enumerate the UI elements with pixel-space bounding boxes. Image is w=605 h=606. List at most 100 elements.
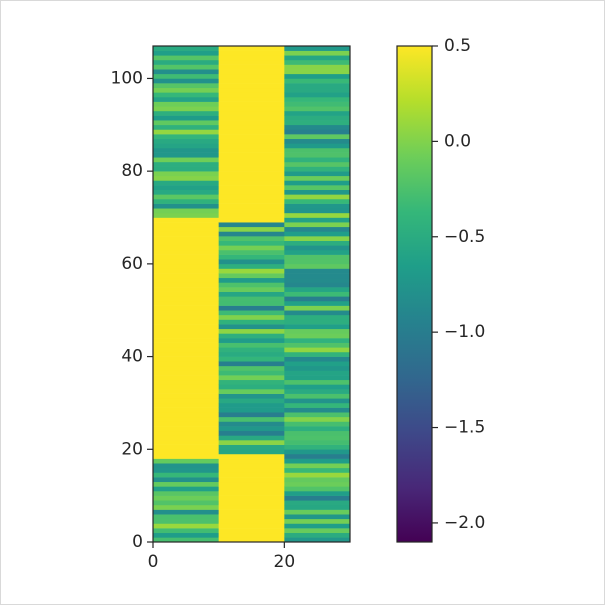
heatmap-cell (284, 467, 351, 473)
heatmap-cell (284, 370, 351, 376)
heatmap-cell (284, 92, 351, 98)
heatmap-cell (218, 92, 285, 98)
heatmap-cell (218, 166, 285, 172)
heatmap-cell (284, 171, 351, 177)
heatmap-cell (284, 110, 351, 116)
heatmap-cell (218, 287, 285, 292)
colorbar-tick-label: 0.5 (444, 36, 471, 56)
heatmap-cell (284, 134, 351, 140)
heatmap-cell (284, 495, 351, 501)
heatmap-cell (153, 338, 219, 343)
heatmap-cell (218, 305, 285, 311)
heatmap-cell (284, 273, 351, 279)
heatmap-cell (218, 152, 285, 158)
heatmap-cell (153, 287, 219, 292)
heatmap-cell (218, 472, 285, 478)
heatmap-cell (284, 185, 351, 191)
heatmap-cell (153, 282, 219, 288)
heatmap-cell (153, 59, 219, 65)
heatmap-cell (284, 263, 351, 269)
heatmap-cell (153, 458, 219, 464)
heatmap-cell (284, 129, 351, 135)
heatmap-cell (284, 305, 351, 311)
heatmap-cell (284, 347, 351, 353)
heatmap-cell (218, 115, 285, 121)
heatmap-cell (284, 300, 351, 306)
heatmap-cell (284, 333, 351, 339)
heatmap-cell (218, 129, 285, 135)
heatmap-cell (218, 175, 285, 181)
heatmap-cell (153, 69, 219, 75)
heatmap-cell (218, 375, 285, 381)
heatmap-cell (218, 310, 285, 316)
heatmap-cell (218, 217, 285, 223)
heatmap-cell (218, 518, 285, 524)
heatmap-cell (153, 310, 219, 316)
heatmap-cell (153, 504, 219, 510)
y-tick-label: 0 (132, 532, 143, 552)
heatmap-cell (153, 212, 219, 218)
heatmap-cell (284, 254, 351, 260)
heatmap-cell (284, 222, 351, 228)
heatmap-cell (284, 59, 351, 65)
heatmap-cell (284, 393, 351, 399)
heatmap-cell (153, 416, 219, 422)
heatmap-cell (284, 166, 351, 172)
heatmap-cell (153, 259, 219, 265)
heatmap-cell (218, 435, 285, 441)
heatmap-cell (218, 161, 285, 167)
heatmap-cell (218, 245, 285, 251)
heatmap-cell (218, 458, 285, 464)
heatmap-cell (153, 314, 219, 320)
heatmap-cell (284, 277, 351, 283)
heatmap-cell (218, 249, 285, 255)
heatmap-cell (284, 504, 351, 510)
y-axis: 0 20 40 60 80 100 (111, 68, 153, 552)
y-tick-label: 40 (121, 347, 143, 367)
heatmap-cell (284, 78, 351, 84)
heatmap-cell (218, 467, 285, 473)
heatmap-cell (284, 87, 351, 93)
heatmap-cell (218, 491, 285, 496)
heatmap-cell (284, 463, 351, 469)
heatmap-cell (153, 92, 219, 98)
heatmap-cell (284, 514, 351, 520)
heatmap-cell (284, 101, 351, 107)
heatmap-cell (284, 161, 351, 167)
heatmap-cell (284, 83, 351, 89)
heatmap-cell (218, 347, 285, 353)
colorbar-gradient (397, 46, 432, 542)
heatmap-cell (218, 421, 285, 427)
heatmap-cell (153, 421, 219, 427)
heatmap-cell (218, 328, 285, 334)
heatmap-cell (218, 370, 285, 376)
heatmap-cell (284, 398, 351, 404)
heatmap-cell (153, 226, 219, 232)
heatmap-cell (153, 477, 219, 483)
heatmap-cell (218, 486, 285, 492)
heatmap-cell (284, 120, 351, 126)
heatmap-cell (218, 481, 285, 487)
colorbar-tick-label: 0.0 (444, 131, 471, 151)
heatmap-cell (153, 217, 219, 223)
heatmap-cell (153, 347, 219, 353)
heatmap-cell (153, 495, 219, 501)
heatmap-cell (284, 375, 351, 381)
heatmap-cell (153, 528, 219, 534)
heatmap-cell (284, 412, 351, 418)
colorbar-tick-label: −0.5 (444, 227, 485, 247)
heatmap-cell (218, 73, 285, 79)
heatmap-cell (284, 138, 351, 144)
heatmap-cell (284, 194, 351, 200)
heatmap-cell (153, 351, 219, 357)
heatmap-cell (284, 282, 351, 288)
heatmap-cell (153, 236, 219, 241)
heatmap-cell (218, 59, 285, 65)
heatmap-cell (153, 486, 219, 492)
heatmap-cell (153, 254, 219, 260)
heatmap-cell (284, 523, 351, 529)
heatmap-cell (284, 212, 351, 218)
heatmap-cell (218, 185, 285, 191)
heatmap-cell (153, 491, 219, 496)
